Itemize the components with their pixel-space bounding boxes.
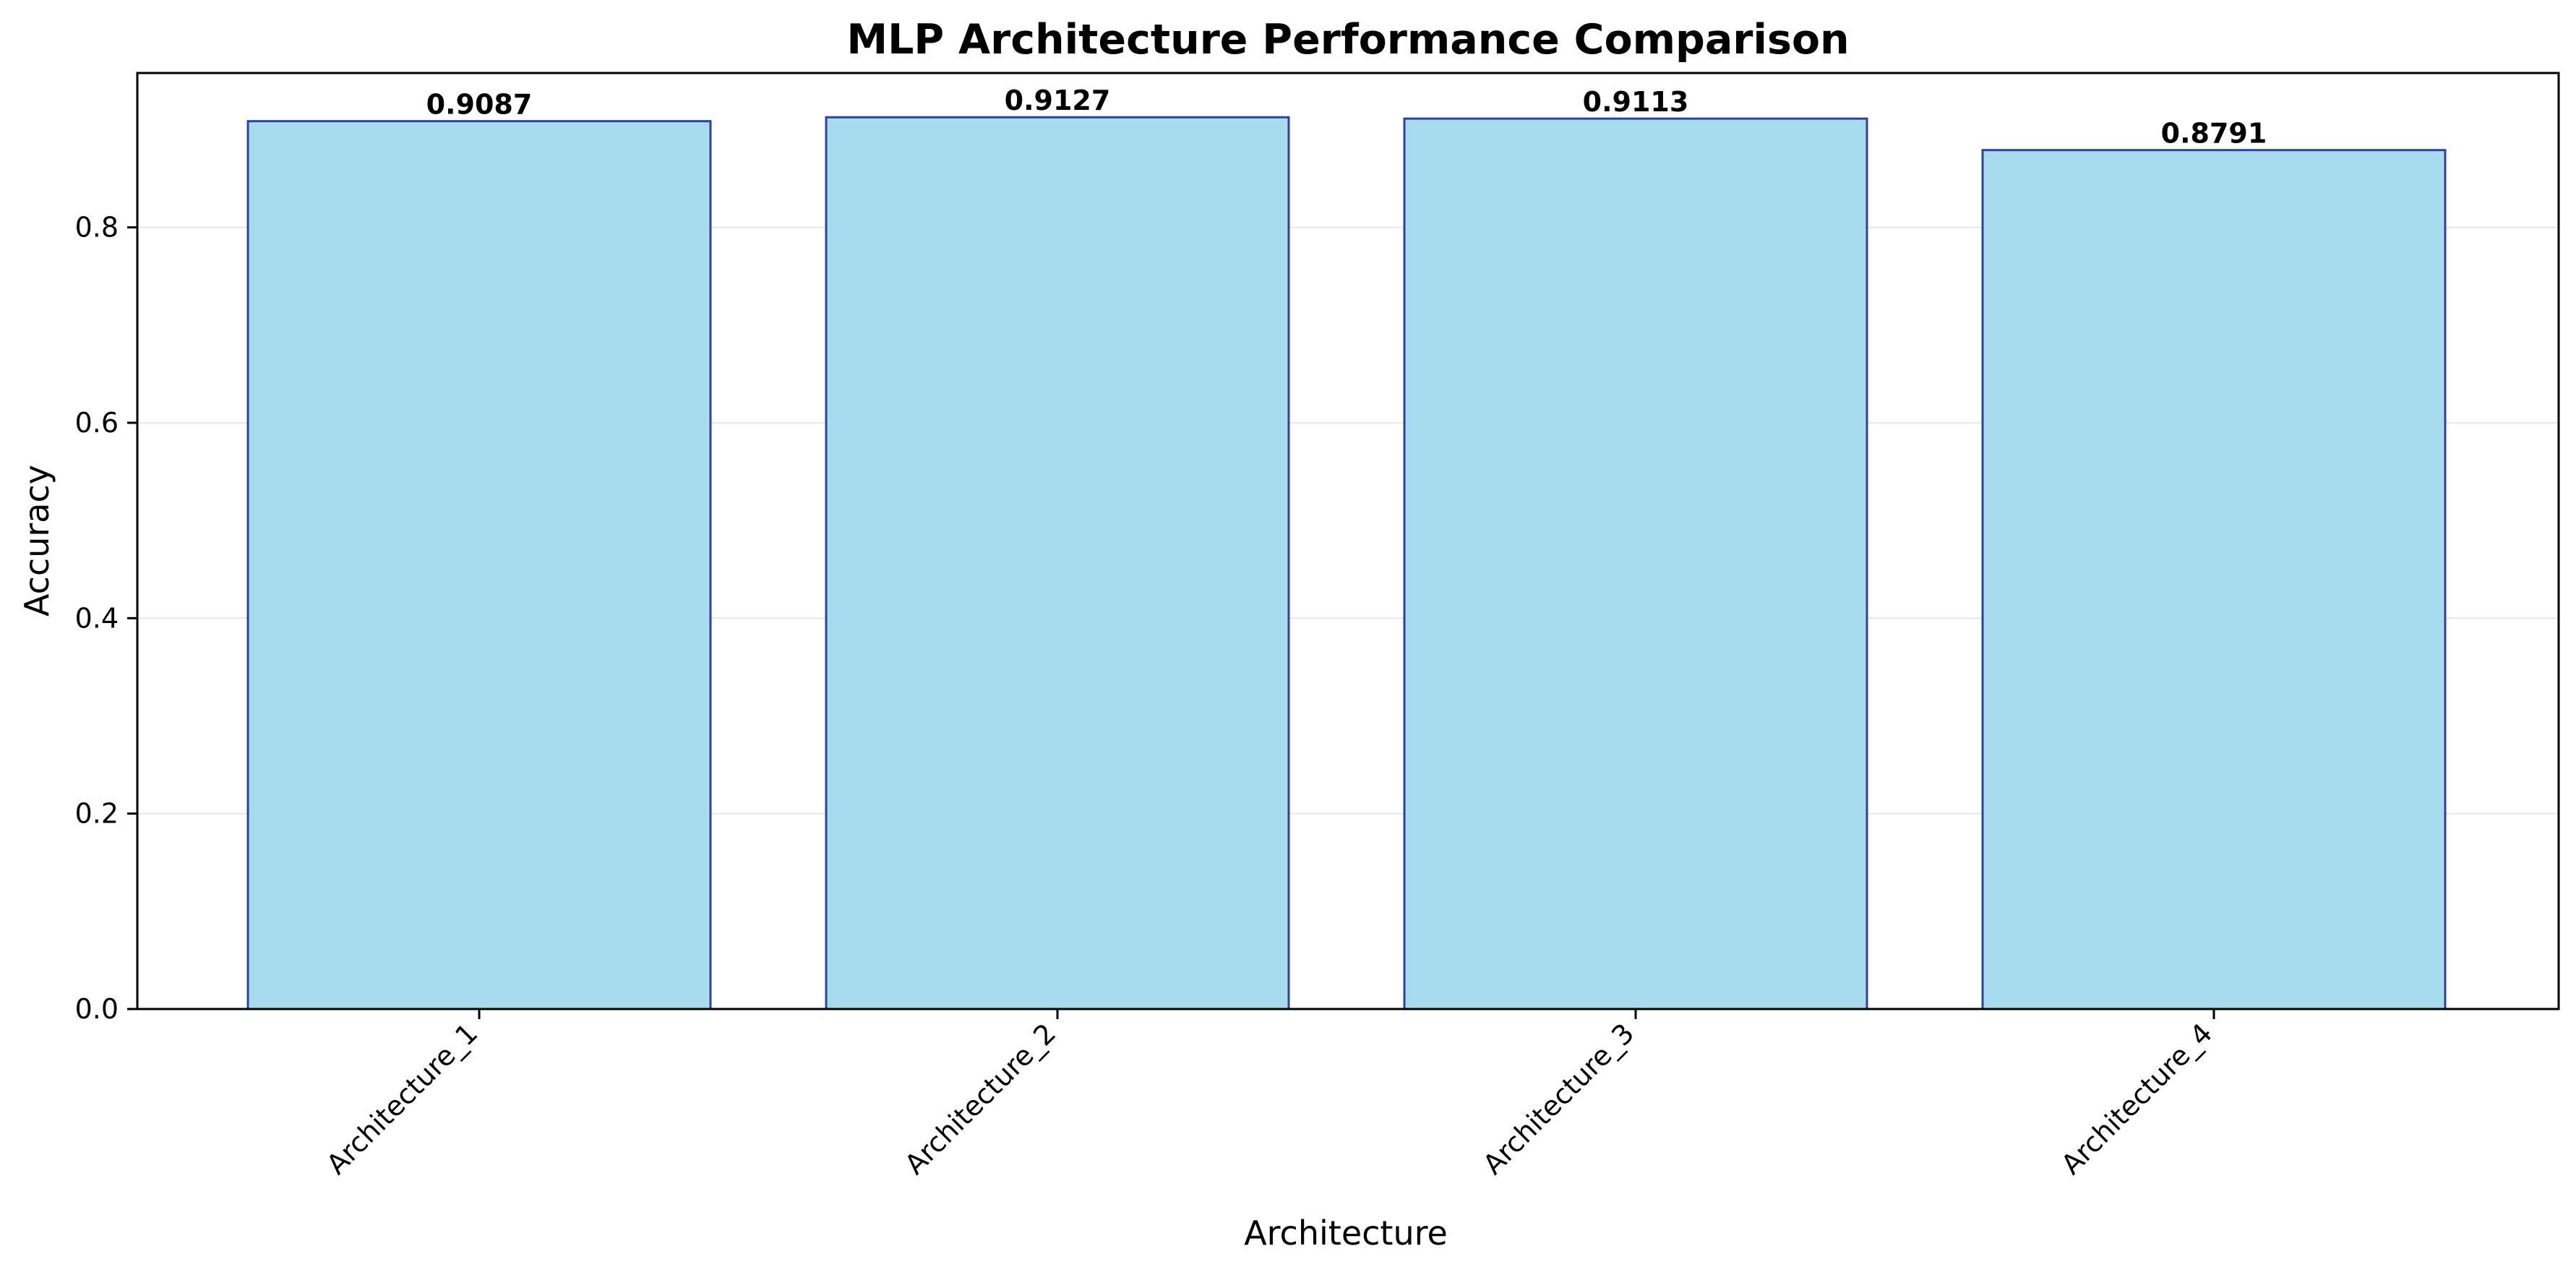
- x-tick-label: Architecture_1: [320, 1017, 484, 1180]
- y-axis-ticks: 0.0 0.2 0.4 0.6 0.8: [75, 212, 137, 1025]
- plot-frame: [136, 72, 2560, 1010]
- x-tick-label: Architecture_2: [898, 1017, 1062, 1180]
- bar: [825, 116, 1290, 1010]
- x-tick-label: Architecture_3: [1477, 1017, 1640, 1180]
- chart-title: MLP Architecture Performance Comparison: [846, 16, 1849, 64]
- y-tick-label: 0.0: [75, 993, 119, 1025]
- value-labels: 0.9087 0.9127 0.9113 0.8791: [426, 85, 2267, 149]
- bar: [246, 120, 712, 1010]
- y-axis-label: Accuracy: [17, 465, 56, 617]
- bar: [1403, 117, 1868, 1010]
- y-tick-label: 0.8: [75, 212, 119, 244]
- bar-value-label: 0.9127: [1005, 85, 1111, 116]
- bar-value-label: 0.9087: [426, 89, 533, 121]
- x-axis-label: Architecture: [1244, 1214, 1448, 1253]
- bar: [1981, 149, 2447, 1010]
- bar-value-label: 0.9113: [1583, 86, 1689, 118]
- bar-value-label: 0.8791: [2161, 118, 2267, 150]
- y-tick-label: 0.2: [75, 798, 119, 830]
- y-tick-label: 0.4: [75, 602, 119, 634]
- x-tick-label: Architecture_4: [2055, 1017, 2218, 1180]
- y-tick-label: 0.6: [75, 407, 119, 439]
- bars: [246, 116, 2447, 1010]
- x-axis-ticks: Architecture_1 Architecture_2 Architecture…: [320, 1009, 2218, 1180]
